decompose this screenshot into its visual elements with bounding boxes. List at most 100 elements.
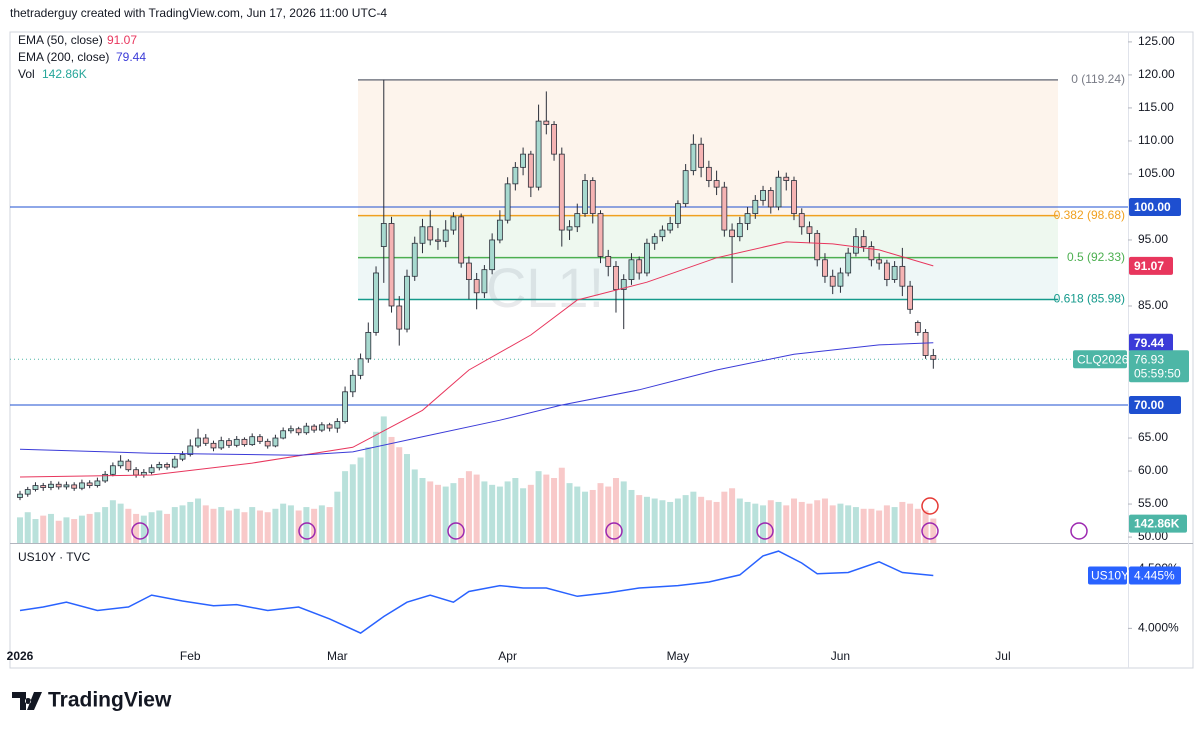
candle-body bbox=[71, 484, 78, 489]
candle-body bbox=[675, 203, 681, 224]
volume-bar bbox=[349, 464, 356, 543]
volume-bar bbox=[922, 510, 929, 543]
volume-bar bbox=[736, 498, 743, 543]
event-icon[interactable] bbox=[131, 522, 149, 540]
volume-bar bbox=[612, 478, 619, 543]
volume-bar bbox=[86, 513, 93, 543]
volume-bar bbox=[512, 478, 519, 543]
watermark: CL1! bbox=[486, 256, 604, 319]
volume-bar bbox=[721, 491, 728, 543]
volume-bar bbox=[705, 500, 712, 543]
ema-line bbox=[19, 241, 934, 478]
countdown: 05:59:50 bbox=[1134, 366, 1181, 380]
candle-body bbox=[845, 252, 852, 274]
fib-zone bbox=[358, 79, 1058, 216]
candle-body bbox=[566, 226, 573, 231]
candle-body bbox=[117, 460, 124, 467]
volume-bar bbox=[434, 484, 441, 543]
candle-body bbox=[589, 180, 596, 214]
candle-body bbox=[40, 485, 47, 488]
candle-body bbox=[311, 425, 318, 431]
series-tag bbox=[1088, 566, 1127, 585]
volume-bar bbox=[272, 508, 279, 543]
volume-tag bbox=[1129, 514, 1187, 533]
volume-bar bbox=[698, 496, 705, 543]
volume-bar bbox=[303, 507, 310, 543]
volume-bar bbox=[218, 507, 225, 543]
volume-bar bbox=[47, 513, 54, 543]
candle-body bbox=[489, 239, 496, 271]
event-icon[interactable] bbox=[447, 522, 465, 540]
candle-body bbox=[597, 213, 604, 257]
y-tick-label: 55.00 bbox=[1138, 496, 1168, 510]
volume-bar bbox=[860, 508, 867, 543]
volume-bar bbox=[883, 505, 890, 543]
candle-body bbox=[148, 467, 155, 473]
event-icon[interactable] bbox=[298, 522, 316, 540]
candle-body bbox=[806, 226, 813, 234]
volume-bar bbox=[558, 467, 565, 543]
volume-bar bbox=[551, 478, 558, 543]
candle-body bbox=[63, 484, 70, 488]
candle-body bbox=[373, 272, 379, 333]
candle-body bbox=[636, 259, 643, 274]
volume-bar bbox=[760, 505, 767, 543]
candle-body bbox=[860, 236, 867, 247]
y-tick-label: 105.00 bbox=[1138, 166, 1175, 180]
frame bbox=[9, 31, 1194, 669]
volume-bar bbox=[388, 436, 395, 543]
candle-body bbox=[527, 153, 534, 188]
candle-body bbox=[853, 236, 859, 254]
event-icon[interactable] bbox=[756, 522, 774, 540]
candle-body bbox=[667, 223, 674, 231]
volume-bar bbox=[628, 489, 635, 543]
volume-bar bbox=[783, 505, 790, 543]
brand-name: TradingView bbox=[48, 689, 172, 712]
legend-name: EMA (50, close) bbox=[18, 33, 103, 47]
volume-bar bbox=[280, 503, 287, 543]
candle-body bbox=[512, 166, 519, 185]
volume-bar bbox=[125, 508, 132, 543]
candle-body bbox=[287, 428, 294, 432]
volume-bar bbox=[930, 518, 937, 543]
volume-bar bbox=[605, 486, 612, 543]
candle-body bbox=[419, 226, 426, 244]
event-icon[interactable] bbox=[1070, 522, 1088, 540]
volume-bar bbox=[156, 510, 163, 543]
candle-body bbox=[133, 469, 140, 476]
volume-bar bbox=[582, 491, 589, 543]
volume-bar bbox=[713, 501, 720, 543]
candle-body bbox=[922, 331, 929, 356]
candle-body bbox=[791, 180, 797, 214]
volume-bar bbox=[674, 498, 681, 543]
volume-bar bbox=[17, 517, 23, 543]
volume-bar bbox=[109, 500, 116, 543]
price-tag bbox=[1129, 566, 1181, 585]
event-icon[interactable] bbox=[605, 522, 623, 540]
volume-bar bbox=[643, 496, 650, 543]
volume-bar bbox=[914, 508, 921, 543]
event-icon[interactable] bbox=[921, 497, 939, 515]
volume-bar bbox=[907, 503, 914, 543]
candle-body bbox=[930, 355, 937, 360]
candle-body bbox=[156, 464, 163, 469]
candle-body bbox=[32, 485, 39, 490]
candle-body bbox=[249, 436, 256, 446]
volume-bar bbox=[241, 512, 248, 543]
overlay: 0 (119.24) 0.382 (98.68) 0.5 (92.33) 0.618 … bbox=[7, 33, 1189, 663]
candle-body bbox=[899, 265, 906, 287]
volume-bar bbox=[574, 486, 581, 543]
volume-bar bbox=[852, 507, 859, 543]
volume-bar bbox=[249, 507, 256, 543]
candle-body bbox=[24, 489, 31, 495]
event-icon[interactable] bbox=[921, 522, 939, 540]
candle-body bbox=[210, 442, 217, 449]
candle-body bbox=[473, 279, 480, 294]
y-tick-label: 120.00 bbox=[1138, 67, 1175, 81]
candle-body bbox=[466, 262, 472, 280]
fib-zone bbox=[358, 257, 1058, 300]
volume-bar bbox=[767, 500, 774, 543]
ema-line bbox=[19, 342, 934, 456]
candle-body bbox=[644, 242, 650, 274]
volume-bar bbox=[829, 505, 836, 543]
